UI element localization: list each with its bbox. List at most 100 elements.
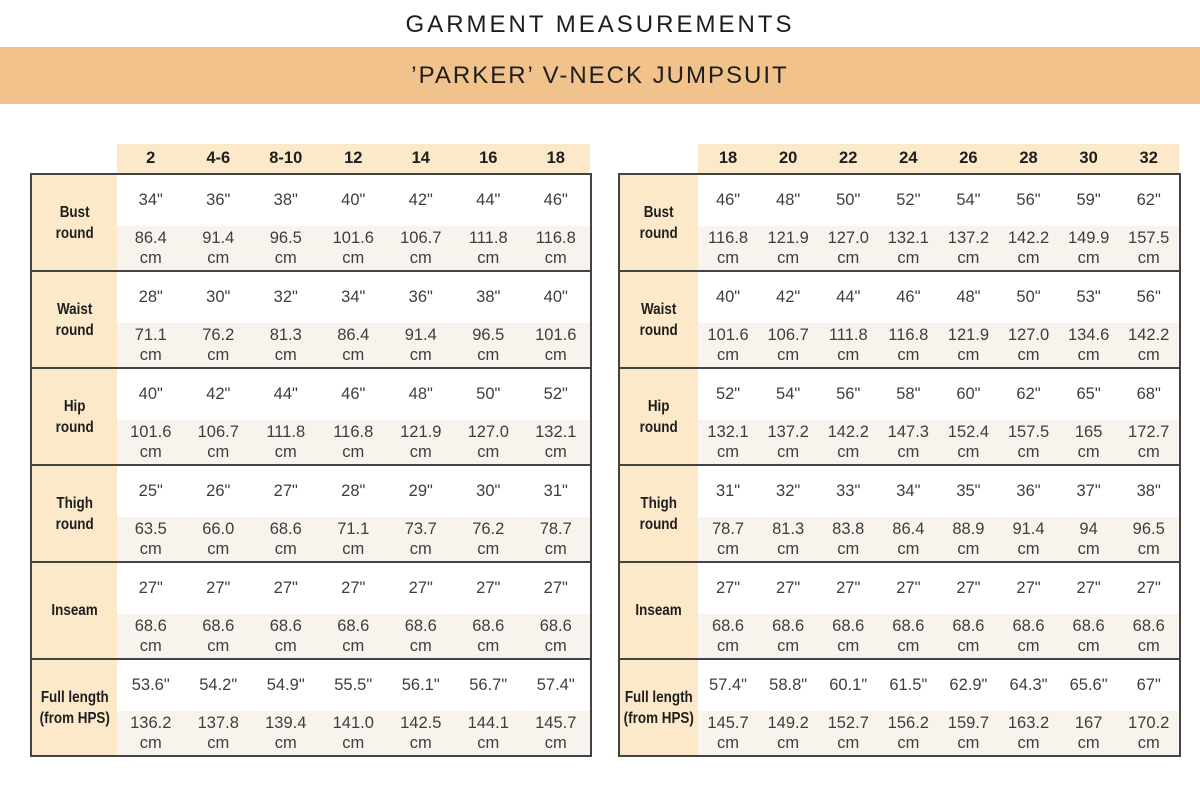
inches-row: 31" 32" 33" 34" 35" 36" 37" 38" [698,466,1179,517]
measurement-label: Waist round [620,272,698,367]
cm-unit: cm [1017,540,1040,558]
cm-value: 68.6 cm [758,614,818,658]
cm-unit: cm [342,637,365,655]
cm-unit: cm [1017,346,1040,364]
measurement-row: Thigh round 31" 32" 33" 34" 35" 36" 37" 38" 78.7 cm… [620,464,1179,561]
cm-unit: cm [409,734,432,752]
measurement-label-text: Bust round [55,202,93,244]
inches-value: 65" [1076,385,1101,403]
label-line: Waist [641,300,677,318]
cm-unit: cm [777,249,800,267]
cm-number: 139.4 [265,714,307,732]
measurement-label: Waist round [32,272,117,367]
label-line: (from HPS) [39,709,110,727]
cm-value: 136.2 cm [117,711,185,755]
cm-value: 116.8 cm [878,323,938,367]
inches-value: 34" [138,191,163,209]
cm-number: 142.2 [1128,326,1170,344]
cm-unit: cm [1017,443,1040,461]
cm-unit: cm [1137,734,1160,752]
cm-unit: cm [274,346,297,364]
measurement-row: Inseam 27" 27" 27" 27" 27" 27" 27" 68.6 cm 68.6 cm 6… [32,561,590,658]
cm-number: 137.2 [767,423,809,441]
measurement-row: Hip round 52" 54" 56" 58" 60" 62" 65" 68" 132.1 cm 1… [620,367,1179,464]
cm-unit: cm [717,734,740,752]
cm-number: 137.2 [947,229,990,247]
cm-number: 101.6 [332,229,374,247]
measurement-values: 57.4" 58.8" 60.1" 61.5" 62.9" 64.3" 65.6" 67" 14… [698,660,1179,755]
cm-unit: cm [1137,540,1160,558]
cm-value: 157.5 cm [1119,226,1179,270]
cm-unit: cm [837,637,860,655]
cm-unit: cm [544,734,567,752]
table-body: Bust round 34" 36" 38" 40" 42" 44" 46" 86.4 cm 91.4… [30,173,592,757]
cm-number: 165 [1074,423,1103,441]
measurement-values: 27" 27" 27" 27" 27" 27" 27" 68.6 cm 68.6 cm 68.6 cm 6… [117,563,590,658]
label-line: (from HPS) [623,709,695,727]
cm-number: 68.6 [832,617,865,635]
cm-number: 91.4 [404,326,437,344]
measurement-label-text: Full length (from HPS) [39,687,109,729]
cm-unit: cm [139,637,162,655]
label-line: Full length [40,688,109,706]
label-line: Full length [625,688,693,706]
cm-unit: cm [1137,443,1160,461]
cm-row: 101.6 cm 106.7 cm 111.8 cm 116.8 cm 121.9 cm 127.0… [117,420,590,464]
cm-value: 106.7 cm [185,420,253,464]
cm-unit: cm [544,346,567,364]
measurement-label: Bust round [620,175,698,270]
measurement-label: Full length (from HPS) [620,660,698,755]
label-line: Bust [644,203,674,221]
cm-number: 121.9 [947,326,990,344]
label-line: Hip [648,397,670,415]
cm-number: 83.8 [832,520,865,538]
measurement-row: Bust round 46" 48" 50" 52" 54" 56" 59" 62" 116.8 cm… [620,175,1179,270]
measurement-label-text: Inseam [51,600,97,621]
cm-value: 68.6 cm [252,517,320,561]
cm-unit: cm [897,637,920,655]
cm-number: 127.0 [827,229,869,247]
inches-value: 27" [273,579,298,597]
cm-unit: cm [1077,637,1100,655]
inches-value: 62" [1136,191,1161,209]
inches-value: 30" [476,482,501,500]
cm-number: 96.5 [269,229,302,247]
cm-number: 73.7 [404,520,437,538]
inches-value: 32" [776,482,801,500]
inches-row: 27" 27" 27" 27" 27" 27" 27" 27" [698,563,1179,614]
cm-value: 76.2 cm [185,323,253,367]
cm-unit: cm [1017,249,1040,267]
cm-number: 127.0 [1007,326,1050,344]
inches-value: 38" [476,288,501,306]
inches-value: 46" [896,288,921,306]
cm-unit: cm [1017,734,1040,752]
cm-value: 132.1 cm [878,226,938,270]
measurement-label-text: Inseam [636,600,682,621]
cm-value: 111.8 cm [455,226,523,270]
measurement-label-text: Waist round [55,299,93,341]
cm-value: 142.2 cm [998,226,1058,270]
inches-value: 64.3" [1009,676,1048,694]
cm-unit: cm [837,443,860,461]
cm-value: 163.2 cm [998,711,1058,755]
header-corner [620,144,698,173]
inches-value: 40" [138,385,163,403]
cm-unit: cm [139,540,162,558]
measurement-table-left: 2 4-6 8-10 12 14 16 18 Bust round 34" 36" 38" 40" 42"… [30,144,592,757]
inches-value: 54.9" [266,676,305,694]
inches-value: 56" [836,385,861,403]
measurement-label-text: Full length (from HPS) [624,687,694,729]
cm-unit: cm [897,443,920,461]
cm-unit: cm [544,443,567,461]
cm-value: 116.8 cm [698,226,758,270]
cm-number: 86.4 [337,326,370,344]
label-line: Inseam [635,602,683,619]
measurement-label-text: Thigh round [55,493,93,535]
cm-number: 116.8 [708,229,749,247]
inches-value: 34" [341,288,366,306]
inches-value: 38" [273,191,298,209]
size-column-header: 18 [698,144,759,173]
cm-row: 116.8 cm 121.9 cm 127.0 cm 132.1 cm 137.2 cm 142.2… [698,226,1179,270]
cm-value: 76.2 cm [455,517,523,561]
measurement-values: 53.6" 54.2" 54.9" 55.5" 56.1" 56.7" 57.4" 136.2… [117,660,590,755]
